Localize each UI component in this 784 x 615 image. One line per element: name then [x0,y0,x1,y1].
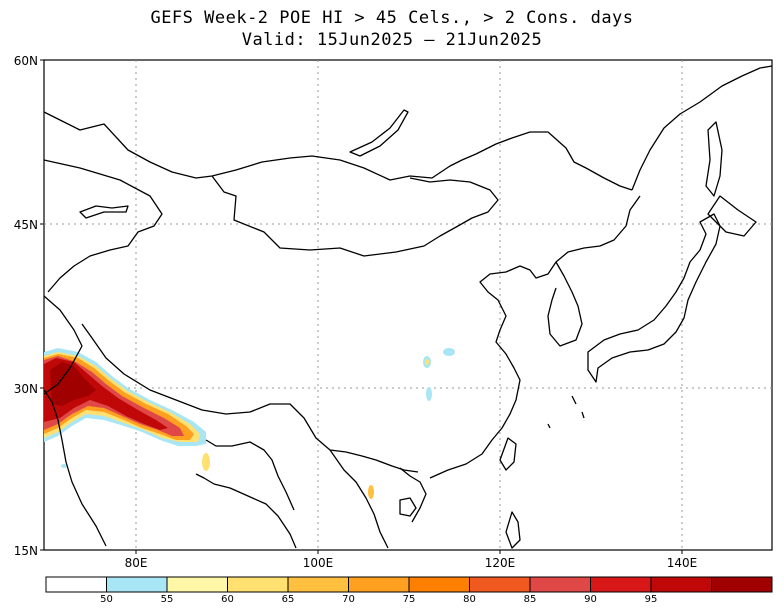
colorbar-swatch [529,576,591,593]
colorbar-swatch [650,576,712,593]
border-west [43,295,83,395]
colorbar-label: 75 [403,594,416,605]
coast-okhotsk [631,65,773,191]
colorbar-label: 65 [282,594,295,605]
colorbar-label: 70 [342,594,355,605]
colorbar-label: 80 [463,594,476,605]
colorbar-swatch [348,576,410,593]
colorbar-swatch [45,576,107,593]
coast-ryukyu [547,395,585,429]
lat-label-15n: 15N [14,544,38,558]
coast-korea [547,261,583,347]
border-mongolia [211,175,499,257]
map-title-line1: GEFS Week-2 POE HI > 45 Cels., > 2 Cons.… [150,8,634,28]
colorbar-swatch [106,576,168,593]
lake-balkhash [79,205,129,219]
heat-region-core [50,362,96,406]
coast-philippines [505,511,521,549]
coastlines-borders [43,65,773,549]
coast-hokkaido [707,195,757,237]
heat-patch-india-west [61,464,67,468]
colorbar-label: 50 [100,594,113,605]
map-title-line2: Valid: 15Jun2025 – 21Jun2025 [241,30,543,50]
axis-ticks [40,59,683,554]
coast-india [43,389,295,547]
colorbar-swatch [711,576,773,593]
lat-label-30n: 30N [14,382,38,396]
lon-label-100e: 100E [303,556,334,570]
coast-china-east [429,195,641,479]
colorbar-swatch [227,576,289,593]
heat-patch-thailand [368,485,374,499]
border-china-south [81,323,419,473]
heat-patch-china-3 [426,387,432,401]
colorbar-swatch [287,576,349,593]
lon-label-120e: 120E [485,556,516,570]
coast-hainan [399,497,417,517]
probability-shading [44,348,455,499]
lake-baikal [349,109,409,157]
colorbar-label: 60 [221,594,234,605]
coast-sakhalin [705,121,723,197]
colorbar-swatch [408,576,470,593]
colorbar-label: 95 [645,594,658,605]
colorbar-swatch [469,576,531,593]
colorbar-label: 55 [161,594,174,605]
colorbar-label: 90 [584,594,597,605]
heat-patch-china-2 [443,348,455,356]
heat-patch-india-east [202,453,210,471]
map-frame [43,59,773,551]
graticule [44,60,772,550]
lat-label-45n: 45N [14,218,38,232]
colorbar: 50 55 60 65 70 75 80 85 90 95 [45,576,773,605]
coast-taiwan [499,437,517,471]
lat-label-60n: 60N [14,54,38,68]
coast-bay-of-bengal [195,473,297,549]
border-russia-south [43,111,633,191]
lon-label-140e: 140E [667,556,698,570]
colorbar-swatch [590,576,652,593]
coast-indochina [329,449,427,549]
border-china-west [43,159,163,293]
heat-patch-china-1b [425,359,429,365]
colorbar-swatch [166,576,228,593]
coast-japan [587,213,721,383]
lon-label-80e: 80E [125,556,148,570]
colorbar-label: 85 [524,594,537,605]
